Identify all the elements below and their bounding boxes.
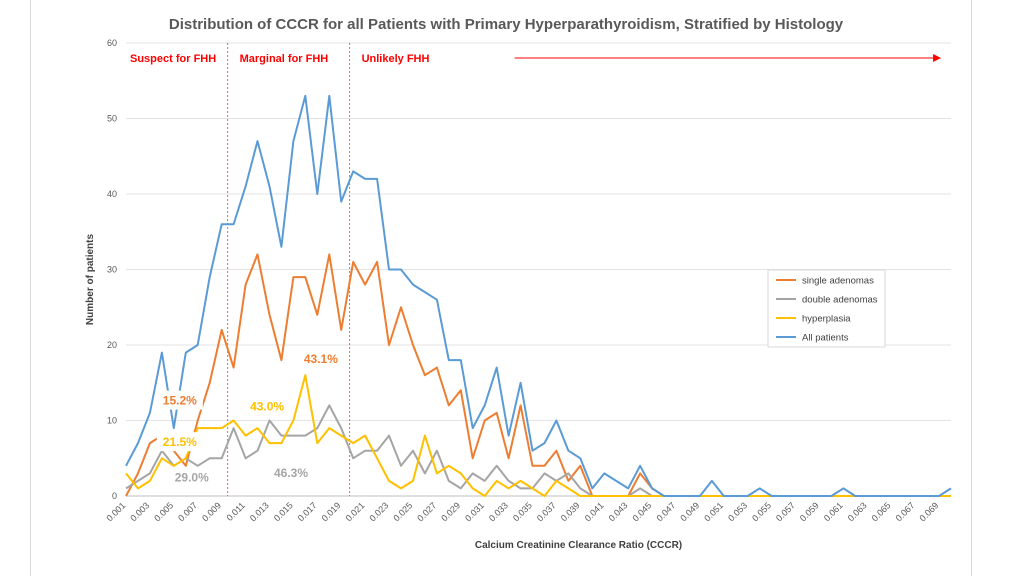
x-tick-label: 0.057 (774, 500, 797, 523)
x-tick-label: 0.063 (846, 500, 869, 523)
legend-label: hyperplasia (802, 314, 851, 325)
x-tick-label: 0.007 (176, 500, 199, 523)
x-tick-label: 0.025 (391, 500, 414, 523)
annotation-box (244, 396, 291, 416)
annotation-box (268, 463, 314, 483)
series-line (125, 94, 952, 497)
x-tick-label: 0.047 (654, 500, 677, 523)
x-tick-label: 0.009 (200, 500, 223, 523)
zone-label: Marginal for FHH (240, 53, 329, 65)
x-tick-label: 0.045 (630, 500, 653, 523)
x-tick-label: 0.003 (128, 500, 151, 523)
y-axis-title: Number of patients (85, 234, 96, 326)
x-tick-label: 0.033 (487, 500, 510, 523)
legend-box (767, 269, 886, 348)
x-tick-label: 0.051 (702, 500, 725, 523)
y-tick-label: 50 (107, 114, 117, 124)
annotation-label: 29.0% (175, 471, 209, 485)
chart: Distribution of CCCR for all Patients wi… (85, 16, 952, 551)
zone-label: Unlikely FHH (362, 53, 430, 65)
x-tick-label: 0.021 (344, 500, 367, 523)
x-tick-label: 0.065 (870, 500, 893, 523)
y-tick-label: 10 (107, 416, 117, 426)
annotation-box (297, 349, 344, 369)
x-tick-label: 0.043 (607, 500, 630, 523)
annotation-box (168, 467, 215, 487)
x-tick-label: 0.031 (463, 500, 486, 523)
annotation-label: 15.2% (163, 394, 197, 408)
x-tick-label: 0.067 (894, 500, 917, 523)
x-tick-label: 0.039 (559, 500, 582, 523)
series-line (125, 404, 951, 497)
x-tick-label: 0.019 (320, 500, 343, 523)
x-tick-label: 0.027 (415, 500, 438, 523)
chart-frame: Distribution of CCCR for all Patients wi… (30, 0, 972, 576)
x-axis-title: Calcium Creatinine Clearance Ratio (CCCR… (475, 540, 682, 551)
zone-label: Suspect for FHH (130, 53, 216, 65)
y-tick-label: 40 (107, 189, 117, 199)
annotation-label: 46.3% (274, 466, 308, 480)
x-tick-label: 0.041 (583, 500, 606, 523)
x-tick-label: 0.017 (296, 500, 319, 523)
x-tick-label: 0.055 (750, 500, 773, 523)
y-tick-label: 0 (112, 491, 117, 501)
x-tick-label: 0.049 (678, 500, 701, 523)
legend-label: double adenomas (802, 295, 878, 306)
annotation-box (156, 432, 203, 452)
zone-arrow-head (933, 54, 942, 62)
y-tick-label: 60 (107, 38, 117, 48)
x-tick-label: 0.011 (224, 500, 247, 523)
x-tick-label: 0.069 (917, 500, 940, 523)
x-tick-label: 0.061 (822, 500, 845, 523)
x-tick-label: 0.023 (367, 500, 390, 523)
x-tick-label: 0.059 (798, 500, 821, 523)
x-tick-label: 0.037 (535, 500, 558, 523)
chart-title: Distribution of CCCR for all Patients wi… (169, 16, 844, 33)
annotation-label: 21.5% (163, 435, 197, 449)
y-tick-label: 30 (107, 265, 117, 275)
x-tick-label: 0.005 (152, 500, 175, 523)
legend-label: All patients (802, 333, 849, 344)
x-tick-label: 0.035 (511, 500, 534, 523)
annotation-box (156, 390, 203, 410)
x-tick-label: 0.015 (272, 500, 295, 523)
annotation-label: 43.1% (304, 352, 338, 366)
legend-label: single adenomas (802, 276, 874, 287)
annotation-label: 43.0% (250, 400, 284, 414)
series-line (125, 374, 951, 497)
x-tick-label: 0.053 (726, 500, 749, 523)
x-tick-label: 0.013 (248, 500, 271, 523)
x-tick-label: 0.001 (104, 500, 127, 523)
x-tick-label: 0.029 (439, 500, 462, 523)
y-tick-label: 20 (107, 340, 117, 350)
